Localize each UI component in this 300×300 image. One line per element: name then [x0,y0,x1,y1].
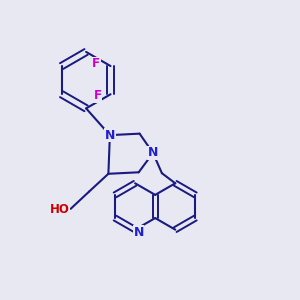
Text: HO: HO [50,203,69,216]
Text: F: F [94,89,101,102]
Text: F: F [92,57,100,70]
Text: N: N [134,226,144,238]
Text: N: N [148,146,158,160]
Text: N: N [105,129,115,142]
